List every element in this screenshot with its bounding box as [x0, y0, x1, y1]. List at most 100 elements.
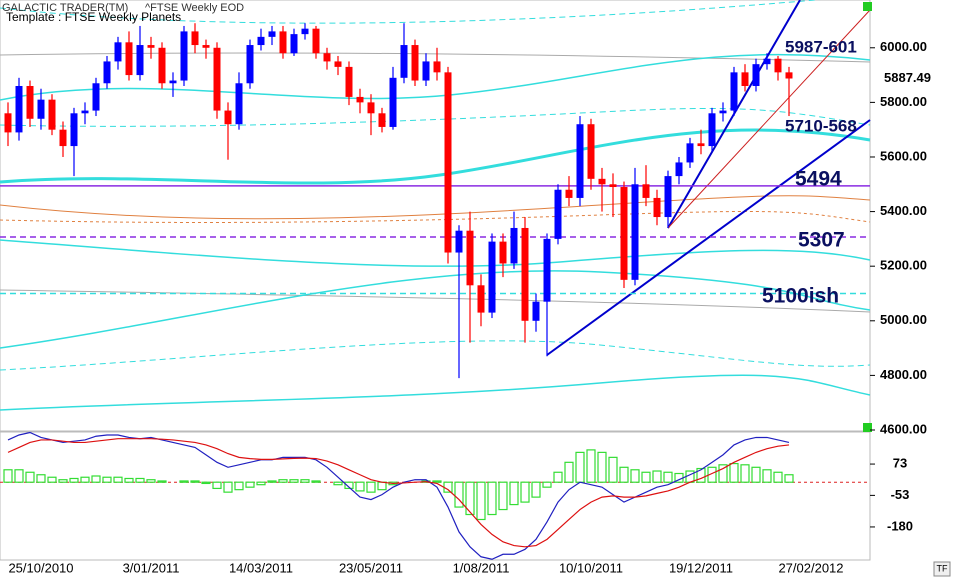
histogram-bar	[784, 474, 794, 483]
histogram-bar	[509, 481, 519, 506]
candle-body	[147, 45, 155, 48]
candle-body	[631, 184, 639, 280]
histogram-bar	[597, 451, 607, 483]
histogram-bar	[80, 476, 90, 483]
candle-body	[378, 113, 386, 127]
histogram-bar	[179, 480, 189, 483]
marker	[863, 2, 872, 11]
histogram-bar	[113, 476, 123, 483]
candle-body	[708, 113, 716, 147]
candle-body	[169, 80, 177, 84]
x-tick-label: 27/02/2012	[778, 560, 843, 575]
candle-body	[455, 230, 463, 253]
histogram-bar	[311, 480, 321, 483]
histogram-bar	[542, 481, 552, 488]
histogram-bar	[267, 480, 277, 483]
histogram-bar	[575, 451, 585, 483]
y-tick-label: 5200.00	[880, 258, 927, 273]
histogram-bar	[608, 456, 618, 483]
candle-body	[620, 187, 628, 280]
histogram-bar	[729, 462, 739, 483]
candle-body	[158, 47, 166, 84]
histogram-bar	[619, 466, 629, 483]
histogram-bar	[135, 477, 145, 483]
histogram-bar	[278, 479, 288, 483]
histogram-bar	[454, 481, 464, 508]
histogram-bar	[366, 481, 376, 493]
candle-body	[268, 31, 276, 37]
candle-body	[400, 45, 408, 78]
histogram-bar	[498, 481, 508, 511]
candle-body	[48, 99, 56, 130]
annotation: 5710-568	[785, 116, 857, 135]
tf-label[interactable]: TF	[937, 563, 948, 573]
histogram-bar	[476, 481, 486, 521]
histogram-bar	[3, 469, 13, 483]
histogram-bar	[465, 481, 475, 516]
y-tick-label: 4800.00	[880, 367, 927, 382]
annotation: 5494	[795, 168, 842, 191]
histogram-bar	[223, 481, 233, 493]
candle-body	[697, 143, 705, 147]
histogram-bar	[652, 470, 662, 483]
y-tick-label: 73	[893, 455, 907, 470]
candle-body	[565, 189, 573, 198]
planet-line	[0, 289, 871, 313]
candle-body	[730, 72, 738, 111]
candle-body	[4, 113, 12, 133]
histogram-bar	[300, 479, 310, 483]
candle-body	[598, 178, 606, 185]
candle-body	[389, 77, 397, 127]
y-tick-label: -53	[891, 487, 910, 502]
y-tick-label: 5800.00	[880, 94, 927, 109]
y-tick-label: 5600.00	[880, 148, 927, 163]
candle-body	[345, 66, 353, 97]
candle-body	[301, 28, 309, 35]
candle-body	[15, 86, 23, 133]
candle-body	[114, 42, 122, 62]
histogram-bar	[751, 466, 761, 483]
candle-body	[180, 31, 188, 81]
histogram-bar	[762, 469, 772, 483]
planet-line	[0, 195, 871, 220]
annotation: 5987-601	[785, 37, 857, 56]
candle-body	[521, 227, 529, 321]
candle-body	[675, 162, 683, 177]
x-tick-label: 10/10/2011	[559, 560, 623, 575]
y-tick-label: -180	[887, 518, 913, 533]
histogram-bar	[124, 477, 134, 483]
candle-body	[477, 285, 485, 313]
histogram-bar	[641, 471, 651, 483]
histogram-bar	[564, 461, 574, 483]
y-tick-label: 4600.00	[880, 421, 927, 436]
candle-body	[367, 102, 375, 114]
planet-line	[0, 340, 871, 371]
histogram-bar	[234, 481, 244, 491]
candle-body	[213, 47, 221, 111]
candle-body	[37, 99, 45, 119]
oscillator-panel	[0, 431, 871, 561]
candle-body	[609, 184, 617, 188]
histogram-bar	[245, 481, 255, 488]
candle-body	[59, 129, 67, 147]
candle-body	[774, 58, 782, 73]
candle-body	[246, 45, 254, 84]
histogram-bar	[14, 469, 24, 483]
candle-body	[356, 96, 364, 103]
planet-line	[0, 0, 821, 24]
x-tick-label: 19/12/2011	[669, 560, 733, 575]
histogram-bar	[157, 480, 167, 483]
planet-line	[0, 128, 871, 185]
histogram-bar	[190, 480, 200, 483]
histogram-bar	[58, 479, 68, 483]
candle-body	[235, 83, 243, 125]
candle-body	[92, 83, 100, 111]
histogram-bar	[663, 471, 673, 483]
y-tick-label: 6000.00	[880, 39, 927, 54]
tf-button[interactable]	[933, 561, 951, 577]
candle-body	[587, 124, 595, 179]
planet-line	[0, 107, 871, 127]
histogram-bar	[630, 469, 640, 483]
candle-body	[642, 184, 650, 198]
